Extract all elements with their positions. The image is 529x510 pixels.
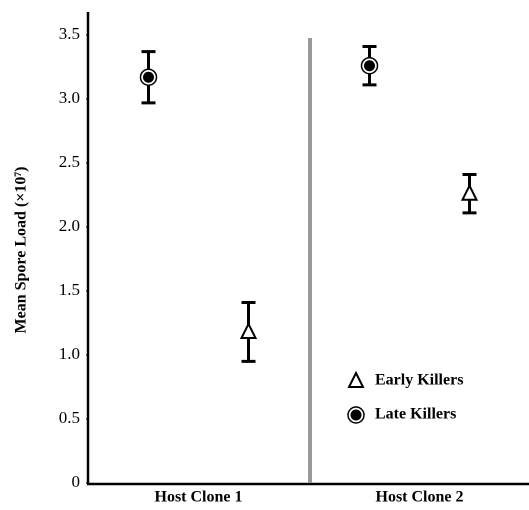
point <box>460 183 479 201</box>
x-tick-label: Host Clone 2 <box>376 489 464 506</box>
legend-marker <box>347 370 365 388</box>
y-tick-label: 3.0 <box>59 88 80 107</box>
legend-label: Late Killers <box>375 406 456 423</box>
y-tick-label: 3.5 <box>59 24 80 43</box>
legend-label: Early Killers <box>375 372 463 389</box>
x-tick-label: Host Clone 1 <box>155 489 243 506</box>
point <box>364 60 375 72</box>
point <box>239 321 258 339</box>
y-tick-label: 2.5 <box>59 152 80 171</box>
y-tick-label: 1.5 <box>59 280 80 299</box>
point <box>143 71 154 83</box>
y-axis-label: Mean Spore Load (×10⁷) <box>13 167 30 334</box>
y-tick-label: 1.0 <box>59 344 80 363</box>
y-tick-label: 0.5 <box>59 408 80 427</box>
y-tick-label: 2.0 <box>59 216 80 235</box>
y-tick-label: 0 <box>72 472 81 491</box>
legend-marker <box>350 409 362 421</box>
